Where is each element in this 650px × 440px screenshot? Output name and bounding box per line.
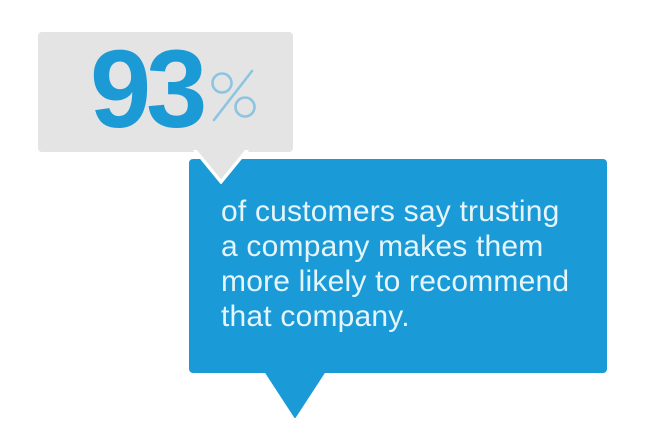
quote-line: of customers say trusting (221, 195, 560, 228)
quote-bubble-tail-icon (264, 371, 326, 418)
percent-sign-icon (211, 69, 256, 122)
stat-speech-bubble: 93 (38, 28, 293, 184)
quote-line: that company. (221, 300, 410, 333)
quote-speech-bubble: of customers say trusting a company make… (189, 159, 607, 418)
stat-bubble-tail-icon (193, 150, 249, 184)
stat-value: 93 (90, 28, 207, 151)
quote-text: of customers say trusting a company make… (221, 194, 601, 334)
quote-line: more likely to recommend (221, 265, 570, 298)
quote-line: a company makes them (221, 230, 544, 263)
